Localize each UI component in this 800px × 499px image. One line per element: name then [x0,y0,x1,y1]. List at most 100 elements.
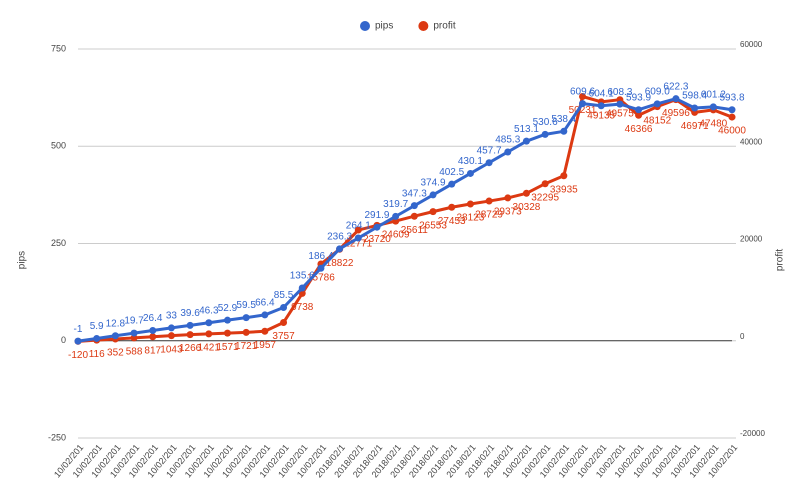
data-label: 1266 [179,343,202,354]
legend-label: profit [433,21,455,32]
data-label: 22771 [344,239,372,250]
data-label: 28729 [475,210,503,221]
data-label: 18822 [326,258,354,269]
data-point [410,212,418,220]
data-point [635,111,643,119]
y-tick-label: 500 [51,141,66,151]
data-label: 25611 [401,225,429,236]
data-label: 27453 [438,216,466,227]
data-point [653,100,661,108]
data-label: 47480 [699,119,727,130]
data-point [317,264,325,272]
data-point [672,95,680,103]
data-label: 23720 [363,234,391,245]
data-label: 1721 [235,341,258,352]
y2-tick-label: 20000 [740,235,763,244]
data-point [709,103,717,111]
data-label: 457.7 [477,145,502,156]
data-label: 622.3 [663,81,688,92]
data-point [410,202,418,210]
data-point [522,189,530,197]
data-label: 186.4 [308,251,333,262]
data-point [354,226,362,234]
y2-axis-title: profit [775,249,786,271]
data-label: -1 [74,324,83,335]
data-label: 530.6 [533,117,558,128]
y2-tick-label: -20000 [740,429,765,438]
data-point [616,100,624,108]
data-label: 85.5 [274,290,294,301]
data-point [560,127,568,135]
data-label: 116 [89,349,105,360]
data-label: 49135 [587,110,615,121]
data-point [597,102,605,110]
data-point [74,337,82,345]
data-point [298,284,306,292]
data-point [111,332,119,340]
data-point [504,194,512,202]
data-label: 26.4 [143,313,163,324]
data-point [579,100,587,108]
data-label: 588 [126,347,143,358]
data-point [280,318,288,326]
data-label: 601.2 [701,90,726,101]
y-axis-title: pips [17,251,28,269]
data-label: 15786 [307,273,335,284]
data-point [130,329,138,337]
data-point [242,314,250,322]
data-point [354,234,362,242]
data-point [728,106,736,114]
data-point [485,197,493,205]
data-label: 608.3 [607,87,632,98]
data-point [280,303,288,311]
data-label: 19.7 [124,316,144,327]
data-label: 1421 [198,342,221,353]
data-label: 66.4 [255,298,275,309]
data-label: 352 [107,348,124,359]
data-point [261,311,269,319]
data-label: 46366 [625,124,653,135]
data-point [579,93,587,101]
data-label: 24609 [382,230,410,241]
data-label: 513.1 [514,124,539,135]
data-point [635,106,643,114]
data-label: 347.3 [402,188,427,199]
data-point [448,203,456,211]
data-point [728,113,736,121]
data-label: 29373 [494,207,522,218]
data-label: 609.0 [645,86,670,97]
data-label: 48152 [643,115,671,126]
data-label: 264.1 [346,221,371,232]
y-tick-label: 750 [51,43,66,53]
data-label: 52.9 [218,303,238,314]
data-label: 485.3 [495,135,520,146]
data-point [504,148,512,156]
data-label: 604.1 [589,88,614,99]
data-point [242,328,250,336]
data-label: 593.8 [719,92,744,103]
data-label: 598.4 [682,91,707,102]
data-point [429,191,437,199]
data-point [336,245,344,253]
data-point [541,180,549,188]
data-label: 5.9 [90,321,104,332]
data-point [448,180,456,188]
data-label: 30328 [513,202,541,213]
data-label: 50231 [569,105,597,116]
data-point [93,334,101,342]
data-label: 291.9 [364,210,389,221]
data-label: 1957 [254,340,277,351]
data-point [223,329,231,337]
data-label: 49575 [606,108,634,119]
data-point [560,172,568,180]
data-label: -120 [68,350,88,361]
data-point [429,208,437,216]
data-point [205,330,213,338]
data-label: 28123 [456,213,484,224]
data-point [392,212,400,220]
data-point [485,159,493,167]
data-point [223,316,231,324]
data-label: 32295 [531,192,559,203]
data-point [130,334,138,342]
